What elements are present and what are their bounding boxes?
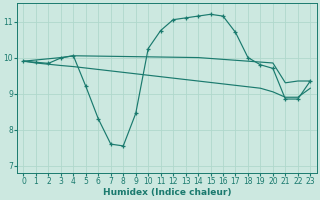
X-axis label: Humidex (Indice chaleur): Humidex (Indice chaleur)	[103, 188, 231, 197]
